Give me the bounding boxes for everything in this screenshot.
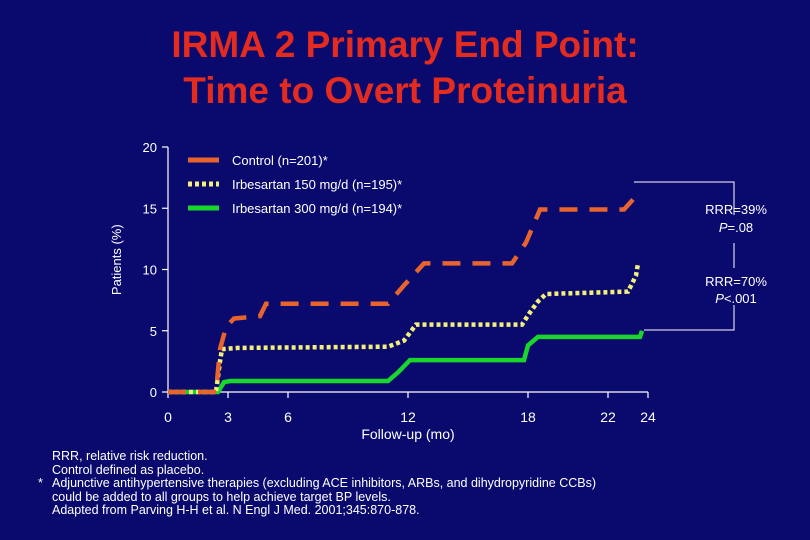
y-tick-label: 0 xyxy=(150,385,157,400)
series-layer xyxy=(168,196,645,395)
x-tick-label: 3 xyxy=(224,409,232,425)
x-tick-label: 24 xyxy=(640,409,656,425)
x-tick-label: 18 xyxy=(520,409,536,425)
x-axis-label: Follow-up (mo) xyxy=(361,426,454,442)
legend-label-2: Irbesartan 300 mg/d (n=194)* xyxy=(232,201,402,216)
footnote-text: Control defined as placebo. xyxy=(52,462,205,477)
title-line-2: Time to Overt Proteinuria xyxy=(183,70,627,111)
footnote-line: Control defined as placebo. xyxy=(38,462,596,478)
annotation-p-control: P=.08 xyxy=(719,220,753,235)
series-line-2 xyxy=(168,330,645,395)
y-axis-label: Patients (%) xyxy=(109,224,124,295)
legend-label-1: Irbesartan 150 mg/d (n=195)* xyxy=(232,177,402,192)
footnote-line: Adapted from Parving H-H et al. N Engl J… xyxy=(38,503,596,518)
annotation-rrr-control: RRR=39% xyxy=(705,202,767,217)
axes: 0 5 10 15 20 0 3 6 12 18 22 24 Follow-up (mo) Patient… xyxy=(109,140,656,442)
y-tick-label: 10 xyxy=(143,263,157,278)
legend-label-0: Control (n=201)* xyxy=(232,153,328,168)
annotation-p-300: P<.001 xyxy=(715,291,757,306)
x-tick-label: 6 xyxy=(284,409,292,425)
series-line-0 xyxy=(168,196,636,395)
title-line-1: IRMA 2 Primary End Point: xyxy=(171,24,639,65)
series-line-1 xyxy=(168,263,641,395)
x-tick-label: 22 xyxy=(600,409,616,425)
bracket-control-top xyxy=(634,181,735,215)
x-tick-label: 12 xyxy=(400,409,416,425)
annotations: RRR=39% P=.08 RRR=70% P<.001 xyxy=(634,181,767,331)
footnote-mark: * xyxy=(38,476,43,490)
footnotes: RRR, relative risk reduction. Control def… xyxy=(38,449,597,518)
bracket-control-bottom xyxy=(644,305,735,331)
footnote-line: * Adjunctive antihypertensive therapies (… xyxy=(38,476,597,491)
footnote-line: could be added to all groups to help ach… xyxy=(38,489,596,505)
y-tick-label: 20 xyxy=(143,140,157,155)
y-tick-label: 5 xyxy=(150,324,157,339)
y-tick-label: 15 xyxy=(143,201,157,216)
slide-title: IRMA 2 Primary End Point: Time to Overt … xyxy=(0,22,810,114)
footnote-text: Adjunctive antihypertensive therapies (e… xyxy=(52,476,597,490)
footnote-text: could be added to all groups to help ach… xyxy=(52,489,391,504)
x-tick-label: 0 xyxy=(164,409,172,425)
footnote-line: RRR, relative risk reduction. xyxy=(38,449,596,464)
footnote-text: RRR, relative risk reduction. xyxy=(52,449,208,463)
footnote-text: Adapted from Parving H-H et al. N Engl J… xyxy=(52,503,420,517)
annotation-rrr-300: RRR=70% xyxy=(705,274,767,289)
legend: Control (n=201)* Irbesartan 150 mg/d (n=1… xyxy=(188,153,402,216)
